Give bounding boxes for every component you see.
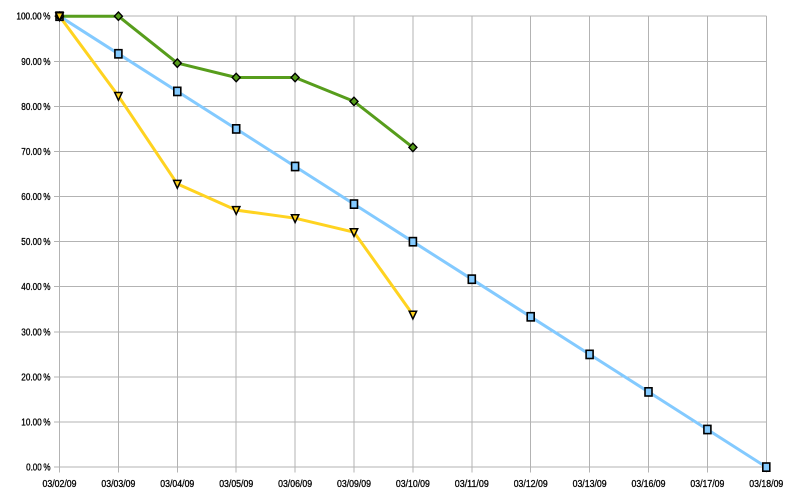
svg-text:40.00 %: 40.00 % <box>21 282 50 293</box>
svg-text:50.00 %: 50.00 % <box>21 237 50 248</box>
svg-text:03/10/09: 03/10/09 <box>396 479 430 490</box>
svg-text:03/02/09: 03/02/09 <box>43 479 77 490</box>
svg-text:70.00 %: 70.00 % <box>21 147 50 158</box>
svg-text:03/12/09: 03/12/09 <box>514 479 548 490</box>
svg-text:60.00 %: 60.00 % <box>21 192 50 203</box>
svg-text:03/17/09: 03/17/09 <box>690 479 724 490</box>
svg-text:100.00 %: 100.00 % <box>16 12 50 23</box>
svg-text:03/11/09: 03/11/09 <box>455 479 489 490</box>
svg-text:90.00 %: 90.00 % <box>21 57 50 68</box>
svg-text:80.00 %: 80.00 % <box>21 102 50 113</box>
svg-text:20.00 %: 20.00 % <box>21 372 50 383</box>
svg-text:03/03/09: 03/03/09 <box>101 479 135 490</box>
svg-text:10.00 %: 10.00 % <box>21 418 50 429</box>
svg-text:30.00 %: 30.00 % <box>21 327 50 338</box>
svg-text:03/04/09: 03/04/09 <box>160 479 194 490</box>
svg-text:03/13/09: 03/13/09 <box>573 479 607 490</box>
svg-text:03/18/09: 03/18/09 <box>749 479 783 490</box>
svg-text:03/09/09: 03/09/09 <box>337 479 371 490</box>
svg-text:03/05/09: 03/05/09 <box>219 479 253 490</box>
svg-text:0.00 %: 0.00 % <box>26 463 50 474</box>
svg-text:03/06/09: 03/06/09 <box>278 479 312 490</box>
svg-text:03/16/09: 03/16/09 <box>632 479 666 490</box>
